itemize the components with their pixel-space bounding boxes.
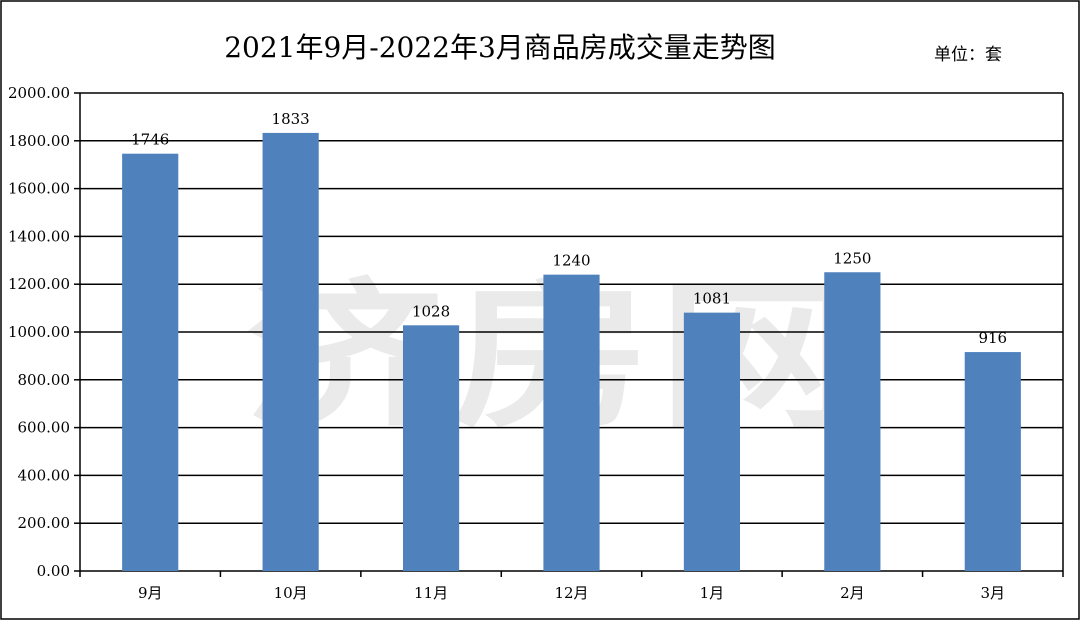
bar: [964, 352, 1021, 571]
x-tick-label: 11月: [414, 584, 448, 602]
bar: [122, 153, 179, 571]
y-tick-label: 1800.00: [8, 132, 70, 150]
x-tick-label: 3月: [981, 584, 1006, 602]
bar: [262, 132, 319, 571]
chart-title: 2021年9月-2022年3月商品房成交量走势图: [224, 31, 776, 64]
data-label: 1028: [412, 302, 450, 320]
y-tick-label: 200.00: [18, 514, 71, 532]
y-axis-ticks: 0.00 200.00 400.00 600.00 800.00 1000.00 1200.…: [8, 84, 70, 580]
x-tick-label: 1月: [700, 584, 725, 602]
y-tick-label: 1600.00: [8, 180, 70, 198]
data-label: 1081: [693, 290, 731, 308]
unit-label: 单位：套: [934, 45, 1002, 65]
data-label: 1746: [131, 131, 169, 149]
y-tick-label: 2000.00: [8, 84, 70, 102]
bar: [402, 325, 460, 571]
bar: [543, 274, 600, 571]
x-tick-label: 10月: [274, 584, 308, 602]
data-label: 1250: [833, 249, 871, 267]
y-tick-label: 1000.00: [8, 323, 70, 341]
x-axis-ticks: 9月 10月 11月 12月 1月 2月 3月: [138, 584, 1005, 602]
data-label: 916: [978, 329, 1007, 347]
y-tick-label: 0.00: [37, 562, 70, 580]
data-label: 1240: [552, 252, 590, 270]
y-tick-label: 600.00: [18, 419, 71, 437]
bar: [683, 312, 741, 571]
y-tick-label: 400.00: [18, 466, 71, 484]
data-labels: 1746 1833 1028 1240 1081 1250 916: [131, 110, 1007, 347]
x-tick-label: 12月: [554, 584, 588, 602]
y-tick-label: 1400.00: [8, 227, 70, 245]
bar: [824, 272, 881, 571]
x-tick-label: 9月: [138, 584, 163, 602]
x-tick-label: 2月: [840, 584, 865, 602]
y-tick-label: 800.00: [18, 371, 71, 389]
bars: [122, 132, 1021, 571]
y-tick-label: 1200.00: [8, 275, 70, 293]
data-label: 1833: [272, 110, 310, 128]
